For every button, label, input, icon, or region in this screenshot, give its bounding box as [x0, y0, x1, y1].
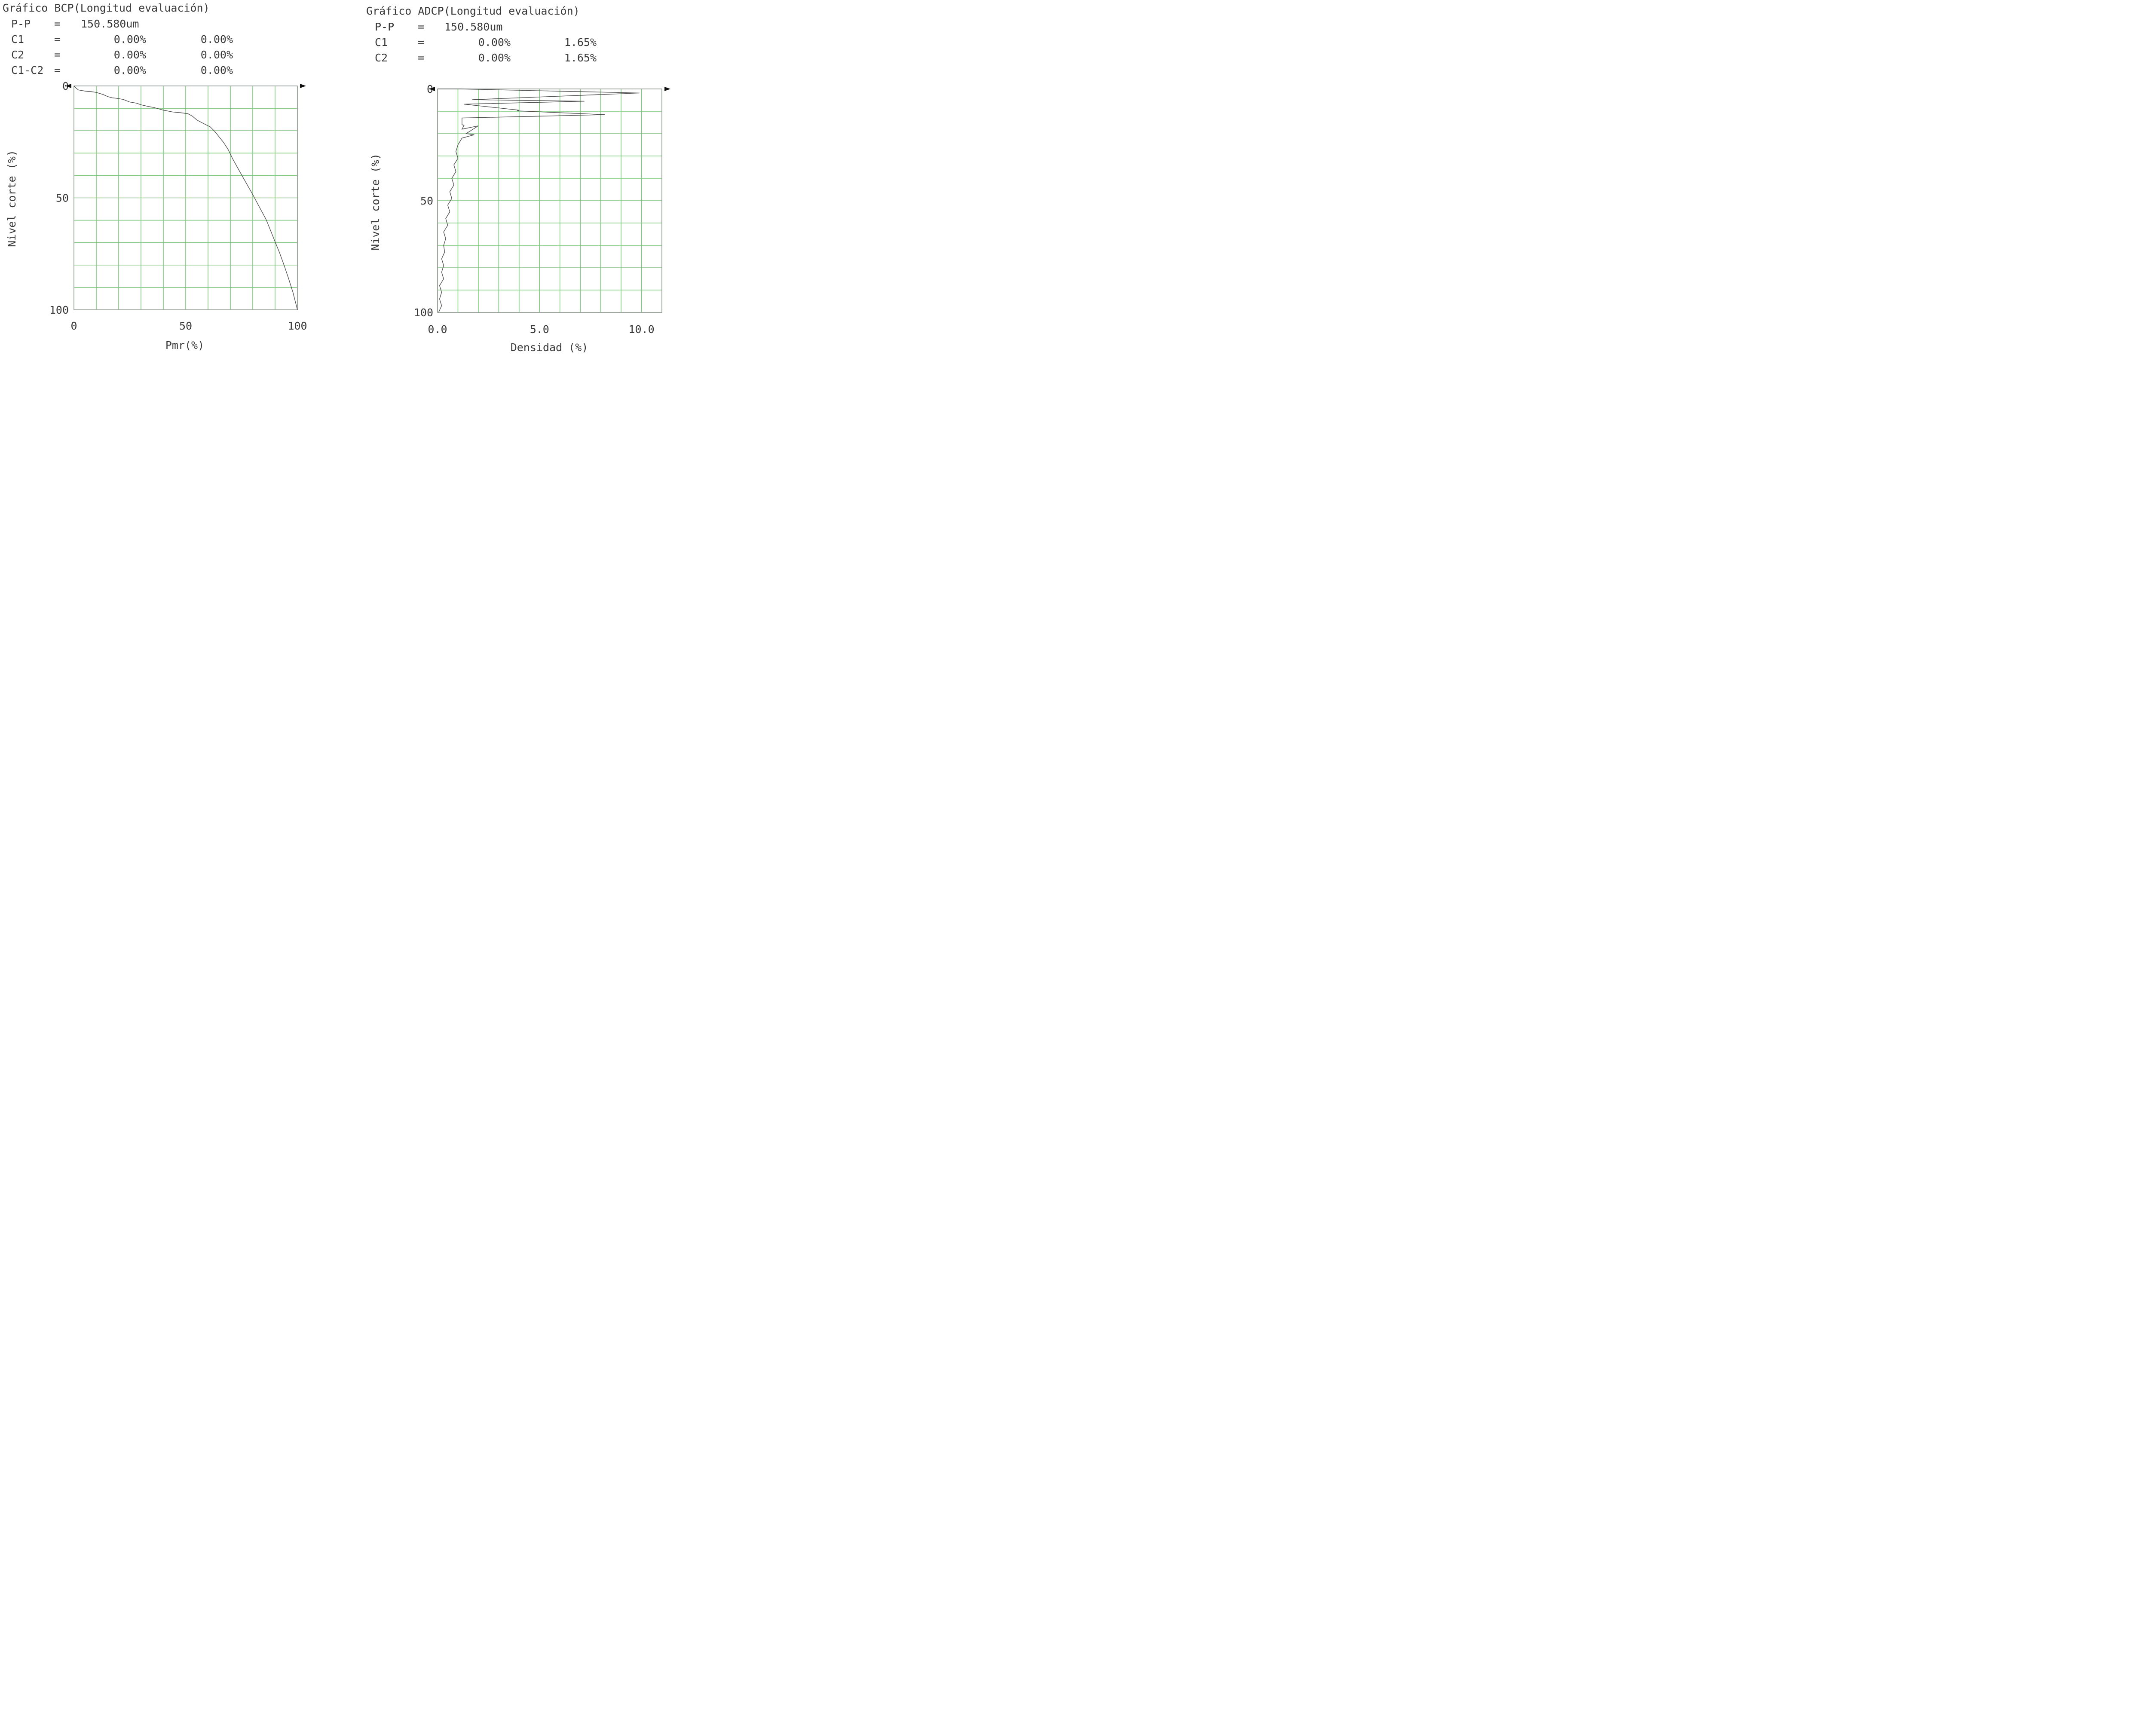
bcp-curve [73, 86, 298, 310]
y-tick-label: 0 [62, 80, 69, 92]
x-tick-label: 50 [179, 320, 192, 332]
bcp-stats: P-P = 150.580um C1 = 0.00% 0.00% C2 = 0.00% 0.00% C… [11, 18, 233, 76]
chart-canvas: Gráfico BCP(Longitud evaluación) P-P = 150… [3, 2, 670, 354]
bcp-y-axis-label: Nivel corte (%) [6, 150, 18, 247]
stat-label: C2 [375, 52, 388, 64]
stat-equals: = [418, 52, 424, 64]
adcp-curve [438, 89, 640, 313]
stat-value: 150.580um [444, 21, 502, 33]
cursor-right-marker-icon[interactable] [664, 87, 670, 91]
cursor-left-marker-icon[interactable] [65, 84, 71, 88]
stat-value: 150.580um [81, 18, 139, 30]
stat-value: 0.00% [478, 36, 511, 49]
stat-value: 1.65% [564, 52, 597, 64]
bcp-plot-frame [73, 86, 298, 310]
stat-value: 0.00% [201, 64, 233, 76]
y-tick-label: 100 [414, 306, 433, 319]
stat-label: C2 [11, 49, 24, 61]
cursor-right-marker-icon[interactable] [300, 84, 306, 88]
cursor-left-marker-icon[interactable] [429, 87, 435, 91]
stat-equals: = [54, 49, 61, 61]
bcp-grid [73, 86, 298, 310]
stat-value: 0.00% [201, 33, 233, 46]
stat-label: P-P [375, 21, 394, 33]
y-tick-label: 50 [420, 195, 433, 207]
adcp-y-axis-label: Nivel corte (%) [369, 153, 382, 251]
adcp-plot-frame [437, 89, 662, 313]
stat-equals: = [418, 36, 424, 49]
x-tick-label: 0 [70, 320, 77, 332]
stat-label: P-P [11, 18, 31, 30]
stat-value: 0.00% [114, 33, 146, 46]
x-tick-label: 100 [288, 320, 307, 332]
bcp-x-axis-label: Pmr(%) [165, 339, 204, 351]
y-tick-label: 100 [49, 304, 69, 316]
stat-value: 0.00% [114, 64, 146, 76]
stat-label: C1-C2 [11, 64, 43, 76]
stat-value: 0.00% [478, 52, 511, 64]
adcp-chart-panel: Gráfico ADCP(Longitud evaluación) P-P = 15… [366, 5, 670, 354]
bcp-chart-panel: Gráfico BCP(Longitud evaluación) P-P = 150… [3, 2, 307, 351]
bcp-chart-title: Gráfico BCP(Longitud evaluación) [3, 2, 210, 14]
stat-equals: = [54, 18, 61, 30]
adcp-grid [437, 89, 662, 313]
x-tick-label: 0.0 [428, 323, 447, 336]
adcp-chart-title: Gráfico ADCP(Longitud evaluación) [366, 5, 580, 17]
stat-equals: = [54, 33, 61, 46]
adcp-x-axis-label: Densidad (%) [511, 341, 588, 354]
stat-value: 1.65% [564, 36, 597, 49]
x-tick-label: 5.0 [530, 323, 549, 336]
stat-value: 0.00% [201, 49, 233, 61]
stat-equals: = [54, 64, 61, 76]
y-tick-label: 50 [56, 192, 69, 205]
stat-label: C1 [375, 36, 388, 49]
stat-value: 0.00% [114, 49, 146, 61]
stat-equals: = [418, 21, 424, 33]
adcp-stats: P-P = 150.580um C1 = 0.00% 1.65% C2 = 0.00% 1.65% [375, 21, 597, 64]
stat-label: C1 [11, 33, 24, 46]
x-tick-label: 10.0 [628, 323, 654, 336]
